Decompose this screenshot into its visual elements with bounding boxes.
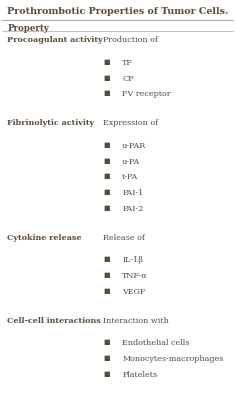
Text: Release of: Release of [103, 234, 145, 242]
Text: Endothelial cells: Endothelial cells [122, 339, 190, 347]
Text: Fibrinolytic activity: Fibrinolytic activity [7, 119, 94, 127]
Text: Prothrombotic Properties of Tumor Cells.: Prothrombotic Properties of Tumor Cells. [7, 7, 228, 17]
Text: u-PA: u-PA [122, 158, 141, 166]
Text: ■: ■ [103, 272, 110, 278]
Text: Platelets: Platelets [122, 371, 157, 379]
Text: ■: ■ [103, 189, 110, 195]
Text: Expression of: Expression of [103, 119, 159, 127]
Text: VEGF: VEGF [122, 288, 146, 296]
Text: Cell-cell interactions: Cell-cell interactions [7, 317, 101, 325]
Text: ■: ■ [103, 59, 110, 65]
Text: ■: ■ [103, 142, 110, 148]
Text: Monocytes-macrophages: Monocytes-macrophages [122, 355, 223, 363]
Text: ■: ■ [103, 173, 110, 180]
Text: ■: ■ [103, 205, 110, 211]
Text: FV receptor: FV receptor [122, 90, 171, 98]
Text: TF: TF [122, 59, 133, 67]
Text: Cytokine release: Cytokine release [7, 234, 82, 242]
Text: CP: CP [122, 75, 133, 83]
Text: ■: ■ [103, 288, 110, 294]
Text: ■: ■ [103, 158, 110, 164]
Text: u-PAR: u-PAR [122, 142, 146, 150]
Text: Procoagulant activity: Procoagulant activity [7, 36, 103, 44]
Text: PAI-2: PAI-2 [122, 205, 143, 213]
Text: t-PA: t-PA [122, 173, 138, 181]
Text: ■: ■ [103, 371, 110, 377]
Text: PAI-1: PAI-1 [122, 189, 143, 197]
Text: Interaction with: Interaction with [103, 317, 169, 325]
Text: Production of: Production of [103, 36, 158, 44]
Text: ■: ■ [103, 339, 110, 346]
Text: Property: Property [7, 24, 49, 33]
Text: ■: ■ [103, 256, 110, 263]
Text: ■: ■ [103, 90, 110, 97]
Text: ■: ■ [103, 75, 110, 81]
Text: TNF-α: TNF-α [122, 272, 148, 280]
Text: ■: ■ [103, 355, 110, 361]
Text: IL-1β: IL-1β [122, 256, 143, 264]
